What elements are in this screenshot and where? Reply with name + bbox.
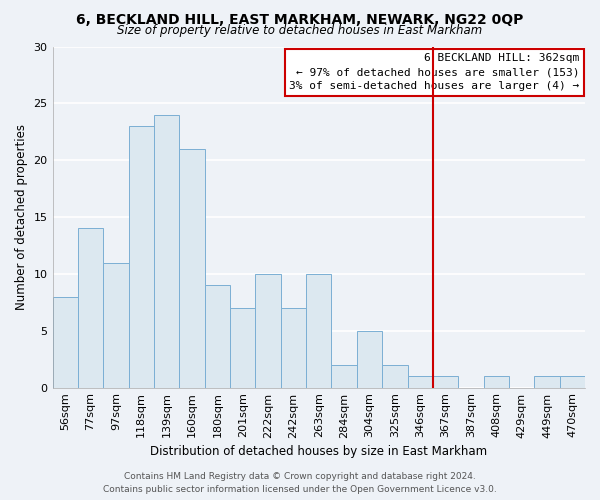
Bar	[281, 308, 306, 388]
Bar	[128, 126, 154, 388]
Bar	[433, 376, 458, 388]
Bar	[357, 330, 382, 388]
Bar	[154, 114, 179, 388]
Bar	[382, 365, 407, 388]
Y-axis label: Number of detached properties: Number of detached properties	[15, 124, 28, 310]
Bar	[205, 285, 230, 388]
Bar	[484, 376, 509, 388]
Bar	[256, 274, 281, 388]
Bar	[560, 376, 585, 388]
Bar	[230, 308, 256, 388]
Bar	[53, 296, 78, 388]
Bar	[407, 376, 433, 388]
Text: Size of property relative to detached houses in East Markham: Size of property relative to detached ho…	[118, 24, 482, 37]
Bar	[331, 365, 357, 388]
Bar	[306, 274, 331, 388]
Bar	[78, 228, 103, 388]
X-axis label: Distribution of detached houses by size in East Markham: Distribution of detached houses by size …	[150, 444, 487, 458]
Text: 6, BECKLAND HILL, EAST MARKHAM, NEWARK, NG22 0QP: 6, BECKLAND HILL, EAST MARKHAM, NEWARK, …	[76, 12, 524, 26]
Text: 6 BECKLAND HILL: 362sqm
← 97% of detached houses are smaller (153)
3% of semi-de: 6 BECKLAND HILL: 362sqm ← 97% of detache…	[289, 54, 580, 92]
Text: Contains HM Land Registry data © Crown copyright and database right 2024.
Contai: Contains HM Land Registry data © Crown c…	[103, 472, 497, 494]
Bar	[179, 149, 205, 388]
Bar	[103, 262, 128, 388]
Bar	[534, 376, 560, 388]
